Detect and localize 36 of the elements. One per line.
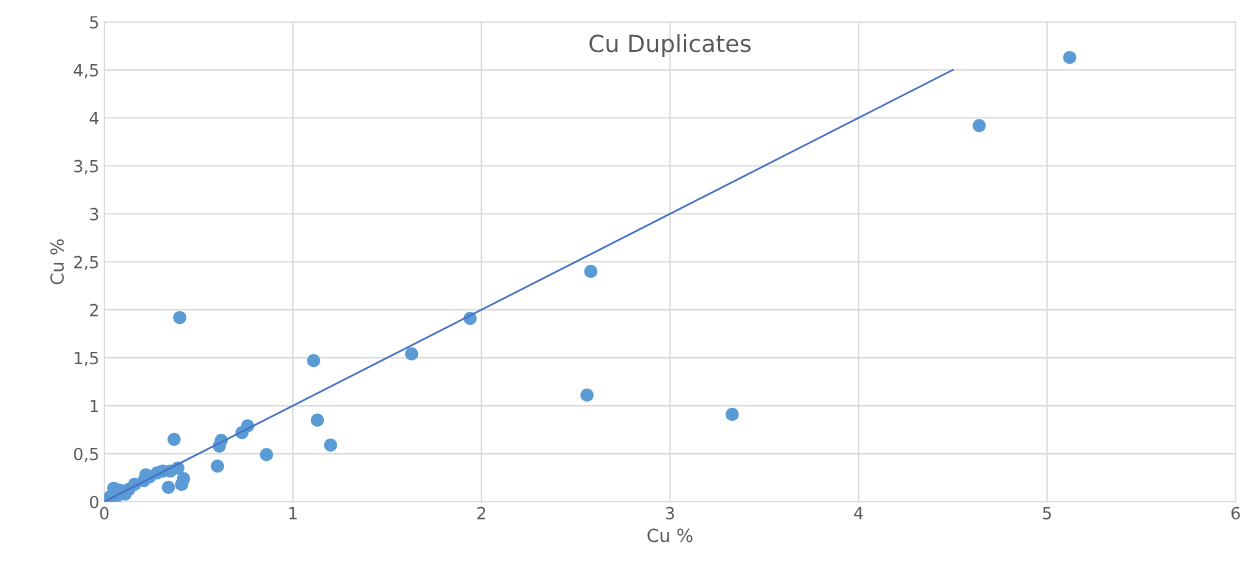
x-tick-label: 3 bbox=[665, 506, 674, 520]
point bbox=[210, 459, 225, 473]
x-tick-label: 5 bbox=[1043, 507, 1051, 520]
y-tick-label: 0,5 bbox=[74, 447, 99, 462]
point bbox=[173, 310, 187, 325]
y-tick-label: 2 bbox=[90, 303, 98, 317]
point bbox=[307, 354, 321, 368]
point bbox=[161, 480, 176, 494]
point bbox=[167, 432, 181, 446]
y-tick-label: 3 bbox=[90, 207, 99, 221]
y-tick-label: 1 bbox=[90, 399, 98, 413]
y-axis-title: Cu % bbox=[50, 239, 64, 285]
point bbox=[1063, 50, 1077, 65]
point bbox=[584, 264, 598, 279]
y-tick-label: 3,5 bbox=[74, 159, 99, 175]
y-tick-label: 2,5 bbox=[74, 255, 99, 271]
point bbox=[176, 472, 191, 486]
x-tick-label: 6 bbox=[1231, 506, 1240, 520]
y-tick-label: 4,5 bbox=[73, 64, 99, 79]
point bbox=[725, 407, 739, 421]
point bbox=[310, 413, 324, 427]
y-tick-label: 4 bbox=[89, 112, 99, 125]
y-tick-label: 1,5 bbox=[74, 351, 99, 367]
y-tick-label: 0 bbox=[89, 495, 99, 509]
point bbox=[580, 388, 594, 402]
x-tick-label: 4 bbox=[854, 507, 863, 520]
x-axis-title: Cu % bbox=[647, 528, 693, 543]
x-tick-label: 0 bbox=[100, 506, 109, 520]
y-tick-label: 5 bbox=[90, 16, 99, 29]
x-tick-label: 2 bbox=[477, 506, 486, 520]
point bbox=[405, 347, 419, 361]
chart-title: Cu Duplicates bbox=[589, 34, 751, 57]
point bbox=[972, 119, 986, 133]
x-tick-label: 1 bbox=[289, 507, 297, 520]
point bbox=[259, 448, 274, 462]
point bbox=[324, 438, 338, 452]
